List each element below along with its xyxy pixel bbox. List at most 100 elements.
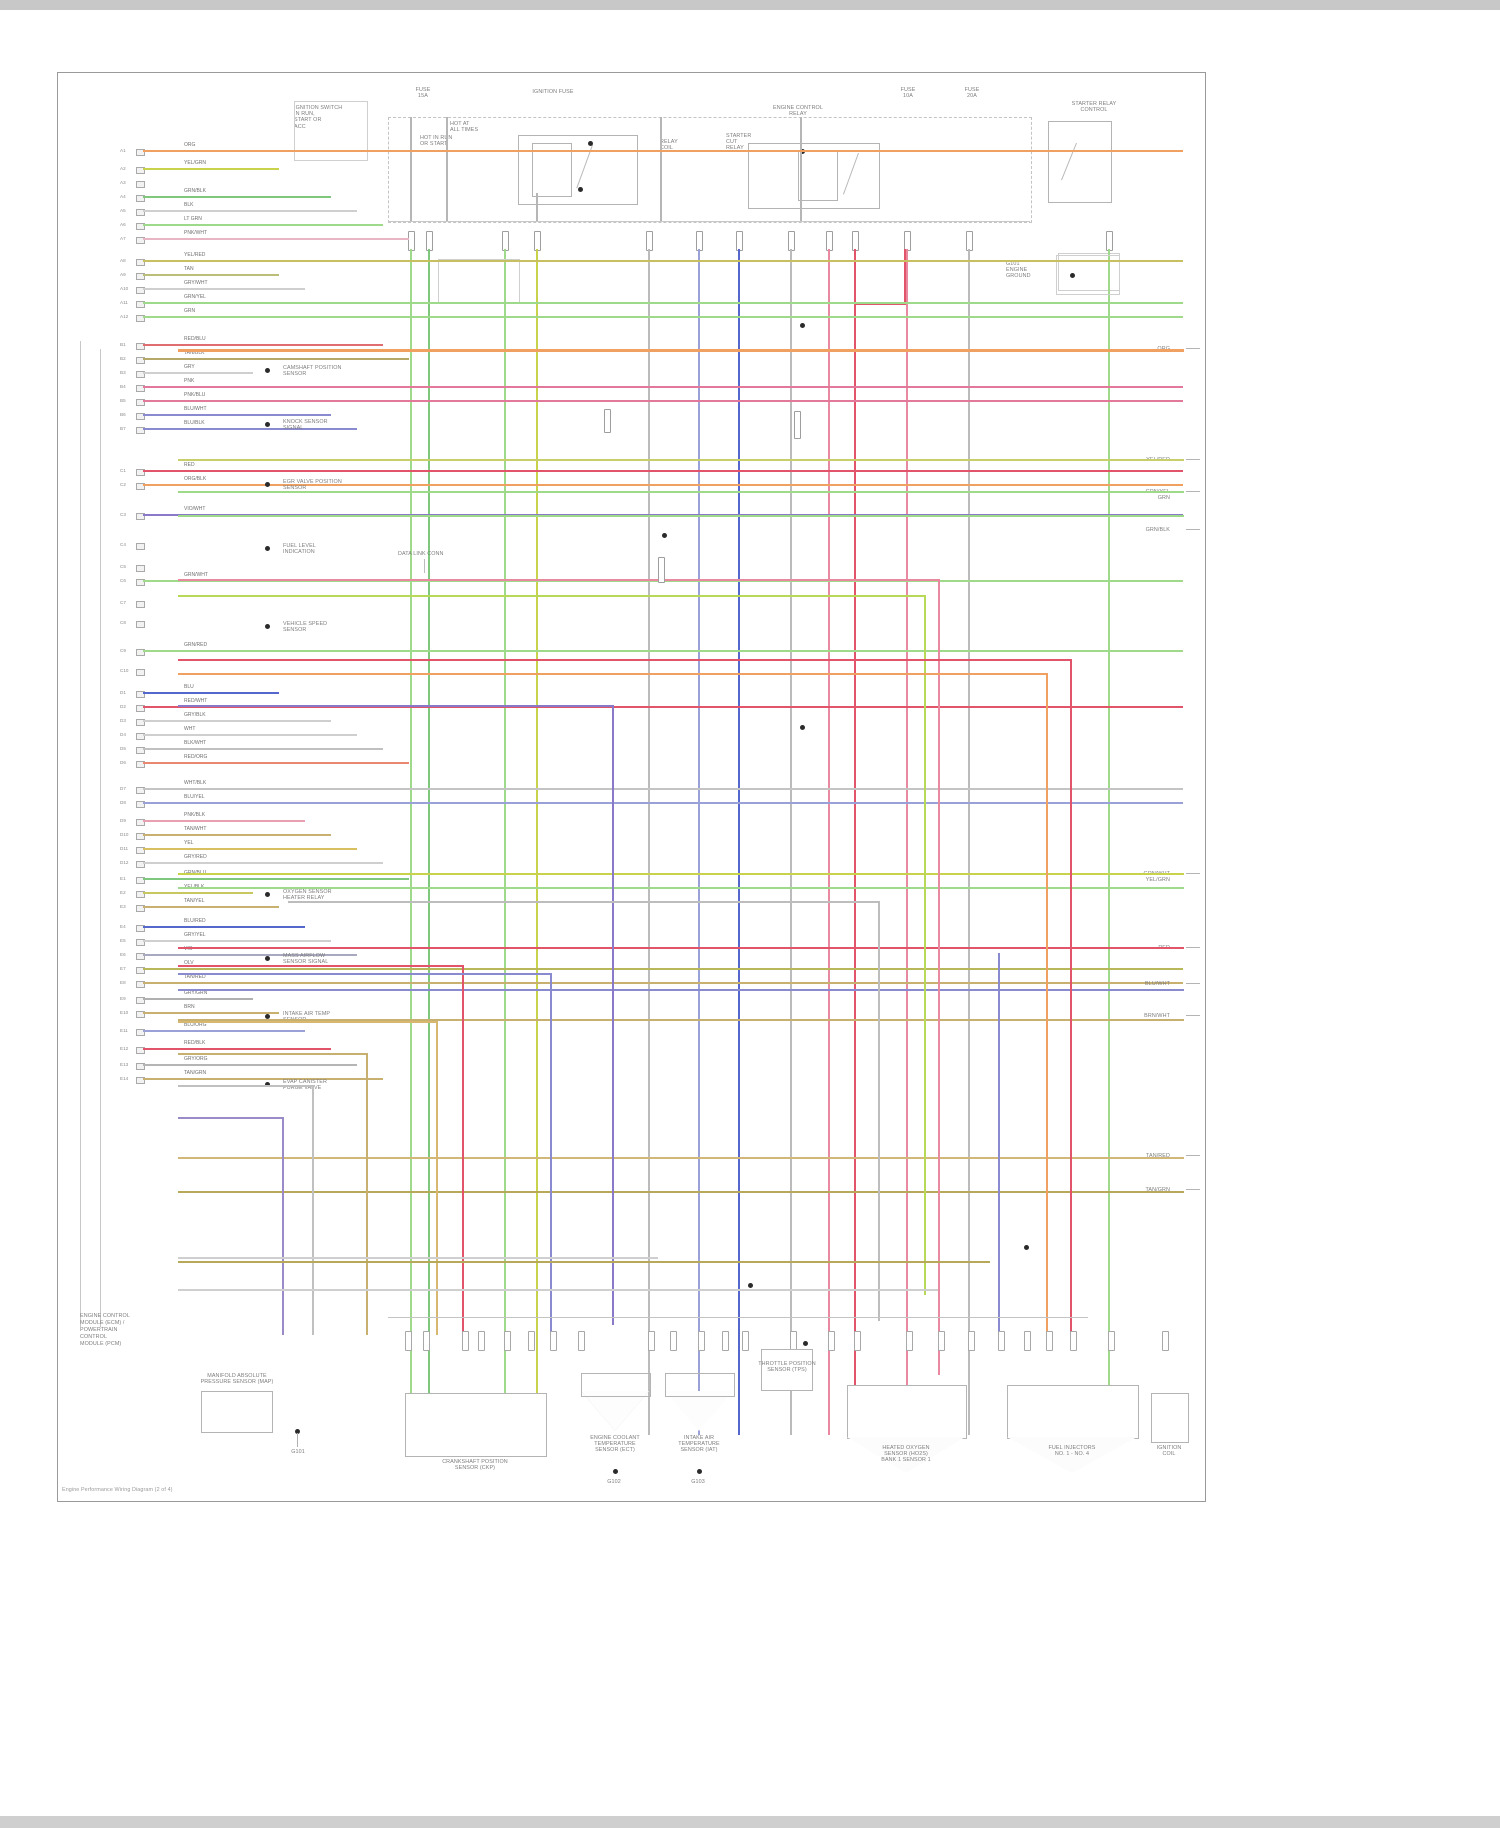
bottom-connector-25[interactable] [1162,1331,1169,1351]
ecm-pin-e4[interactable] [136,925,145,932]
bottom-connector-22[interactable] [1046,1331,1053,1351]
ecm-pin-c4[interactable] [136,543,145,550]
ecm-pin-d6[interactable] [136,761,145,768]
ecm-pin-d12[interactable] [136,861,145,868]
ecm-pin-c7[interactable] [136,601,145,608]
bottom-connector-11[interactable] [698,1331,705,1351]
bottom-connector-10[interactable] [670,1331,677,1351]
ecm-pin-d11[interactable] [136,847,145,854]
bottom-connector-6[interactable] [528,1331,535,1351]
ecm-pin-a12[interactable] [136,315,145,322]
ecm-pin-a2[interactable] [136,167,145,174]
bottom-connector-16[interactable] [854,1331,861,1351]
ecm-wire-label-a12: GRN [184,308,196,314]
ecm-pin-e14[interactable] [136,1077,145,1084]
bottom-connector-17[interactable] [906,1331,913,1351]
bottom-connector-23[interactable] [1070,1331,1077,1351]
bottom-connector-2[interactable] [423,1331,430,1351]
bottom-connector-5[interactable] [504,1331,511,1351]
bottom-connector-8[interactable] [578,1331,585,1351]
sensor-label-1-junction-dot [265,368,270,373]
relay-2-housing [748,143,880,209]
bus-wire-green-4 [1108,249,1110,1435]
ecm-pin-c9[interactable] [136,649,145,656]
ecm-pin-a5[interactable] [136,209,145,216]
ecm-pin-b1[interactable] [136,343,145,350]
ecm-pin-d5[interactable] [136,747,145,754]
ecm-pin-b7[interactable] [136,427,145,434]
bottom-connector-7[interactable] [550,1331,557,1351]
ecm-pin-d8[interactable] [136,801,145,808]
ecm-pin-b4[interactable] [136,385,145,392]
ecm-pin-number-c4: C4 [120,542,126,547]
ecm-pin-number-e6: E6 [120,952,126,957]
ecm-pin-e12[interactable] [136,1047,145,1054]
ecm-wire-label-e4: BLU/RED [184,918,206,924]
bottom-connector-13[interactable] [742,1331,749,1351]
ecm-pin-d4[interactable] [136,733,145,740]
ecm-pin-d10[interactable] [136,833,145,840]
ecm-pin-e10[interactable] [136,1011,145,1018]
ecm-pin-b3[interactable] [136,371,145,378]
fuel-injector-bank-label: FUEL INJECTORS NO. 1 - NO. 4 [1048,1445,1096,1458]
bottom-connector-4[interactable] [478,1331,485,1351]
ecm-pin-e13[interactable] [136,1063,145,1070]
ecm-pin-a8[interactable] [136,259,145,266]
ecm-wire-e6 [143,954,357,956]
ecm-wire-e13 [143,1064,357,1066]
ecm-pin-e3[interactable] [136,905,145,912]
ecm-pin-c6[interactable] [136,579,145,586]
bottom-connector-14[interactable] [790,1331,797,1351]
ecm-pin-c2[interactable] [136,483,145,490]
bottom-connector-19[interactable] [968,1331,975,1351]
ecm-pin-a10[interactable] [136,287,145,294]
ecm-pin-number-a10: A10 [120,286,129,291]
tan-riser-2 [366,1053,368,1335]
bottom-connector-21[interactable] [1024,1331,1031,1351]
bottom-connector-3[interactable] [462,1331,469,1351]
ecm-pin-d3[interactable] [136,719,145,726]
ecm-pin-b2[interactable] [136,357,145,364]
bottom-connector-9[interactable] [648,1331,655,1351]
bottom-connector-12[interactable] [722,1331,729,1351]
ecm-pin-b6[interactable] [136,413,145,420]
ecm-pin-c10[interactable] [136,669,145,676]
ecm-pin-e7[interactable] [136,967,145,974]
bottom-connector-1[interactable] [405,1331,412,1351]
ecm-pin-a3[interactable] [136,181,145,188]
bottom-connector-15[interactable] [828,1331,835,1351]
ecm-pin-number-e13: E13 [120,1062,129,1067]
ecm-wire-d12 [143,862,383,864]
bottom-connector-24[interactable] [1108,1331,1115,1351]
ecm-pin-e2[interactable] [136,891,145,898]
ground-top-label: G101 ENGINE GROUND [1006,261,1031,280]
ecm-pin-a9[interactable] [136,273,145,280]
ecm-pin-a4[interactable] [136,195,145,202]
ecm-pin-a6[interactable] [136,223,145,230]
ecm-pin-d9[interactable] [136,819,145,826]
ecm-pin-d1[interactable] [136,691,145,698]
ecm-pin-e8[interactable] [136,981,145,988]
ecm-pin-e1[interactable] [136,877,145,884]
bottom-connector-20[interactable] [998,1331,1005,1351]
ecm-wire-d9 [143,820,305,822]
ecm-pin-c1[interactable] [136,469,145,476]
ignition-fuse-label: IGNITION FUSE [532,89,574,95]
ecm-pin-e5[interactable] [136,939,145,946]
ecm-pin-b5[interactable] [136,399,145,406]
bottom-connector-18[interactable] [938,1331,945,1351]
violet-riser-2 [282,1117,284,1335]
ecm-pin-d7[interactable] [136,787,145,794]
ecm-pin-c8[interactable] [136,621,145,628]
ecm-pin-number-a6: A6 [120,222,126,227]
ecm-pin-e11[interactable] [136,1029,145,1036]
ecm-pin-e6[interactable] [136,953,145,960]
throttle-position-sensor-label: THROTTLE POSITION SENSOR (TPS) [758,1361,816,1374]
ecm-pin-a7[interactable] [136,237,145,244]
ecm-pin-c3[interactable] [136,513,145,520]
ecm-pin-c5[interactable] [136,565,145,572]
ecm-pin-a11[interactable] [136,301,145,308]
ecm-pin-a1[interactable] [136,149,145,156]
ecm-pin-e9[interactable] [136,997,145,1004]
ecm-pin-d2[interactable] [136,705,145,712]
